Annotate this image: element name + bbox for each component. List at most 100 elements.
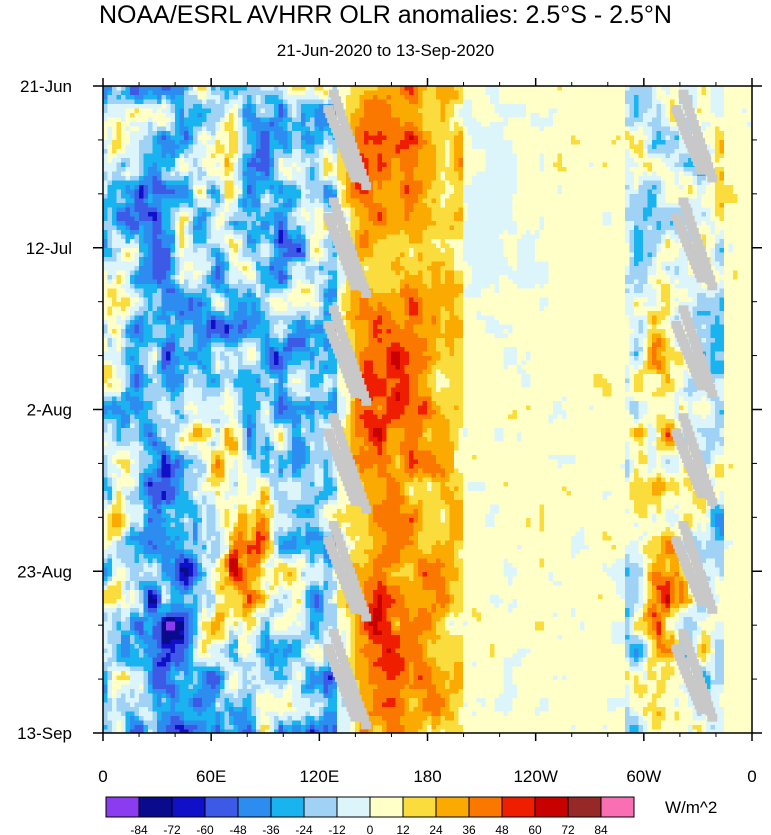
heatmap-cell [638,135,644,141]
heatmap-cell [494,122,500,127]
heatmap-cell [598,225,603,231]
heatmap-cell [656,167,662,172]
heatmap-cell [143,185,149,190]
heatmap-cell [175,131,180,136]
heatmap-cell [107,167,113,172]
heatmap-cell [377,234,383,240]
heatmap-cell [112,171,117,177]
heatmap-cell [584,230,590,235]
heatmap-cell [382,149,387,154]
heatmap-cell [530,90,536,96]
heatmap-cell [647,135,653,141]
heatmap-cell [490,176,495,181]
heatmap-cell [571,221,576,226]
heatmap-cell [665,180,671,186]
heatmap-cell [193,176,198,181]
heatmap-cell [139,131,144,136]
heatmap-cell [530,104,536,109]
heatmap-cell [274,230,279,235]
heatmap-cell [166,117,171,123]
heatmap-cell [575,149,581,154]
heatmap-cell [625,212,630,217]
heatmap-cell [589,104,594,109]
heatmap-cell [535,212,540,217]
heatmap-cell [629,158,635,163]
heatmap-cell [652,95,657,100]
heatmap-cell [499,135,504,141]
heatmap-cell [517,104,522,109]
heatmap-cell [202,122,207,127]
heatmap-cell [485,149,491,154]
heatmap-cell [737,167,743,172]
heatmap-cell [665,230,671,235]
heatmap-cell [260,113,266,118]
heatmap-cell [211,185,216,190]
heatmap-cell [292,194,297,199]
heatmap-cell [656,126,662,132]
heatmap-cell [359,126,365,132]
heatmap-cell [215,171,221,177]
heatmap-cell [539,86,545,91]
heatmap-cell [206,180,212,186]
heatmap-cell [566,90,572,96]
heatmap-cell [197,185,203,190]
heatmap-cell [719,189,725,195]
heatmap-cell [283,234,288,240]
heatmap-cell [589,86,594,91]
heatmap-cell [512,104,518,109]
heatmap-cell [319,95,324,100]
heatmap-cell [557,189,563,195]
heatmap-cell [188,176,194,181]
heatmap-cell [269,194,275,199]
heatmap-cell [445,131,450,136]
heatmap-cell [661,221,666,226]
heatmap-cell [715,149,720,154]
heatmap-cell [152,194,158,199]
heatmap-cell [512,140,518,145]
heatmap-cell [265,176,270,181]
heatmap-cell [400,140,405,145]
heatmap-cell [530,189,536,195]
heatmap-cell [512,153,518,159]
heatmap-cell [242,86,248,91]
heatmap-cell [607,99,612,105]
heatmap-cell [251,167,257,172]
heatmap-cell [620,158,626,163]
heatmap-cell [535,135,540,141]
heatmap-cell [661,86,666,91]
heatmap-cell [166,234,171,240]
heatmap-cell [386,239,392,244]
heatmap-cell [161,216,167,222]
heatmap-cell [143,221,149,226]
heatmap-cell [355,95,360,100]
heatmap-cell [440,171,446,177]
heatmap-cell [175,176,180,181]
heatmap-cell [562,167,567,172]
heatmap-cell [634,90,639,96]
heatmap-cell [179,158,185,163]
heatmap-cell [521,135,527,141]
heatmap-cell [287,225,293,231]
heatmap-cell [166,216,171,222]
heatmap-cell [566,198,572,204]
heatmap-cell [598,189,603,195]
heatmap-cell [386,162,392,168]
heatmap-cell [724,189,729,195]
heatmap-cell [301,108,306,114]
heatmap-cell [409,153,414,159]
heatmap-cell [229,153,234,159]
heatmap-cell [463,171,468,177]
heatmap-cell [355,212,360,217]
heatmap-cell [409,176,414,181]
heatmap-cell [548,198,554,204]
heatmap-cell [472,95,477,100]
heatmap-cell [220,95,225,100]
heatmap-cell [463,180,468,186]
heatmap-cell [598,216,603,222]
heatmap-cell [427,180,432,186]
heatmap-cell [337,171,342,177]
heatmap-cell [323,153,329,159]
heatmap-cell [121,108,126,114]
heatmap-cell [391,162,396,168]
heatmap-cell [544,126,549,132]
